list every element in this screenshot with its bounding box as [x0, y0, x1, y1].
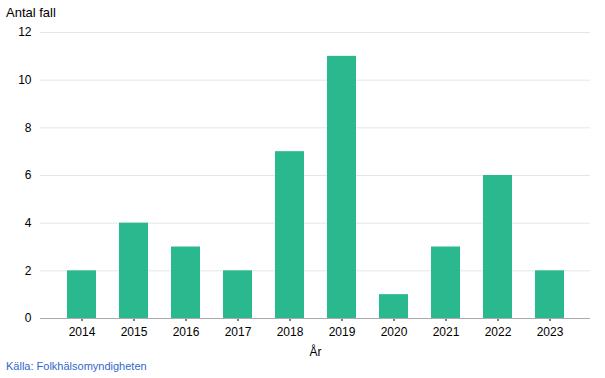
- svg-text:År: År: [310, 344, 322, 359]
- svg-text:2023: 2023: [537, 325, 564, 339]
- svg-text:6: 6: [25, 168, 32, 182]
- svg-text:2: 2: [25, 264, 32, 278]
- svg-text:4: 4: [25, 216, 32, 230]
- svg-text:10: 10: [18, 73, 32, 87]
- html-text:Källa: Folkhälsomyndigheten: Källa: Folkhälsomyndigheten: [6, 360, 147, 372]
- svg-text:2017: 2017: [225, 325, 252, 339]
- svg-text:2018: 2018: [277, 325, 304, 339]
- svg-text:2019: 2019: [329, 325, 356, 339]
- html-text:Antal fall: Antal fall: [6, 5, 56, 20]
- svg-text:0: 0: [25, 311, 32, 325]
- svg-text:2021: 2021: [433, 325, 460, 339]
- svg-text:2014: 2014: [69, 325, 96, 339]
- svg-text:12: 12: [18, 25, 32, 39]
- svg-text:2015: 2015: [121, 325, 148, 339]
- svg-text:8: 8: [25, 121, 32, 135]
- svg-text:2020: 2020: [381, 325, 408, 339]
- svg-text:2016: 2016: [173, 325, 200, 339]
- svg-text:2022: 2022: [485, 325, 512, 339]
